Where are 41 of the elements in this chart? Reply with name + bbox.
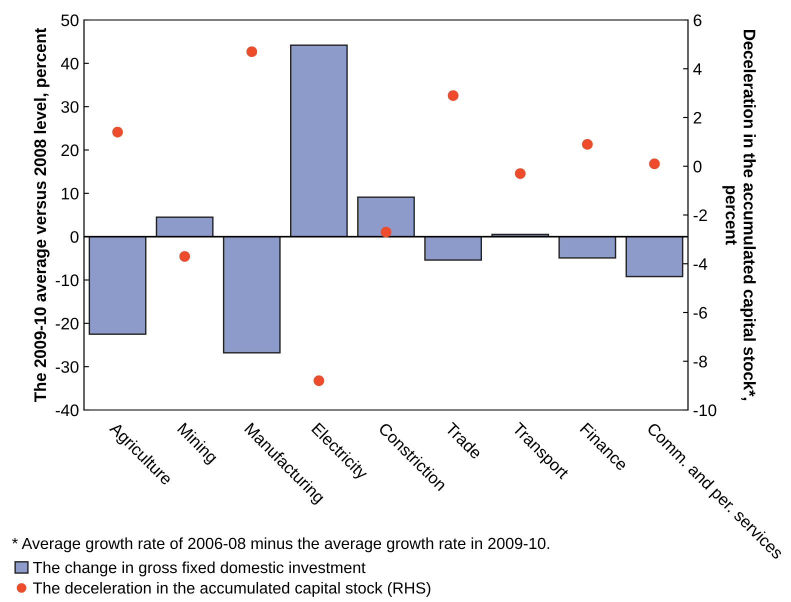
y-tick-label: 20 — [61, 144, 78, 156]
y2-tick-label: 6 — [694, 14, 702, 26]
y-tick-label: 30 — [61, 101, 78, 113]
bar — [290, 44, 348, 238]
bar — [626, 236, 684, 278]
point — [179, 251, 190, 262]
text: * Average growth rate of 2006-08 minus the average growth rate in 2009-10. — [12, 537, 550, 552]
point — [246, 46, 258, 58]
point — [649, 158, 660, 170]
legend-label: The deceleration in the accumulated capital stock (RHS) — [33, 582, 430, 597]
y2-tick-label: -10 — [694, 404, 716, 416]
y2-tick-label: 0 — [694, 160, 702, 172]
y2-tick-label: -4 — [694, 258, 708, 270]
y2-tick-label: -2 — [694, 209, 707, 222]
bar — [88, 236, 146, 335]
y2-tick-label: -6 — [694, 306, 707, 319]
y2-tick-label: 4 — [693, 63, 702, 75]
point — [380, 226, 392, 238]
y-tick-label: 50 — [61, 14, 78, 26]
y-tick-label: 10 — [62, 188, 78, 200]
bar — [357, 196, 415, 238]
point — [314, 375, 324, 386]
y-tick-label: -40 — [56, 404, 78, 416]
y-tick-label: 0 — [70, 231, 78, 243]
bar — [424, 236, 482, 261]
bar — [156, 216, 214, 238]
y2-axis-title: Deceleration in the accumulated capital stock*, percent — [722, 30, 756, 400]
y2-tick-label: -8 — [694, 356, 707, 368]
y-tick-label: -10 — [56, 274, 78, 286]
point — [514, 168, 526, 179]
point — [112, 126, 123, 138]
y-tick-label: -20 — [56, 318, 78, 330]
bar — [558, 236, 616, 259]
y-tick-label: -30 — [56, 361, 78, 373]
legend-label: The change in gross fixed domestic investment — [33, 561, 366, 576]
point — [582, 138, 593, 150]
y-tick-label: 40 — [60, 58, 78, 70]
point — [448, 90, 458, 101]
bar — [222, 236, 281, 354]
y-axis-title: The 2009-10 average versus 2008 level, percent — [34, 28, 50, 402]
y2-tick-label: 2 — [694, 112, 702, 124]
